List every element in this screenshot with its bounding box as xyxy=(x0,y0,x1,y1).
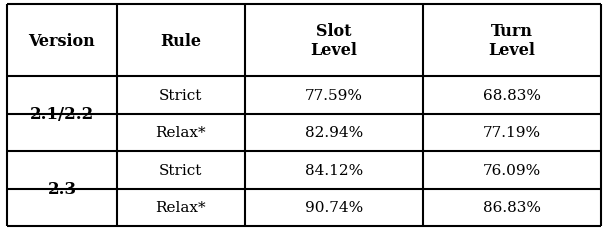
Text: 2.3: 2.3 xyxy=(47,180,77,197)
Text: Strict: Strict xyxy=(159,88,202,102)
Text: 86.83%: 86.83% xyxy=(483,201,541,214)
Text: Strict: Strict xyxy=(159,163,202,177)
Text: Relax*: Relax* xyxy=(156,126,206,140)
Text: Slot
Level: Slot Level xyxy=(310,23,357,59)
Text: Turn
Level: Turn Level xyxy=(488,23,535,59)
Text: 90.74%: 90.74% xyxy=(305,201,363,214)
Text: 82.94%: 82.94% xyxy=(305,126,363,140)
Text: 76.09%: 76.09% xyxy=(483,163,541,177)
Text: Version: Version xyxy=(29,32,95,49)
Text: 84.12%: 84.12% xyxy=(305,163,363,177)
Text: 68.83%: 68.83% xyxy=(483,88,541,102)
Text: 77.59%: 77.59% xyxy=(305,88,363,102)
Text: Relax*: Relax* xyxy=(156,201,206,214)
Text: 77.19%: 77.19% xyxy=(483,126,541,140)
Text: 2.1/2.2: 2.1/2.2 xyxy=(30,106,94,123)
Text: Rule: Rule xyxy=(161,32,201,49)
